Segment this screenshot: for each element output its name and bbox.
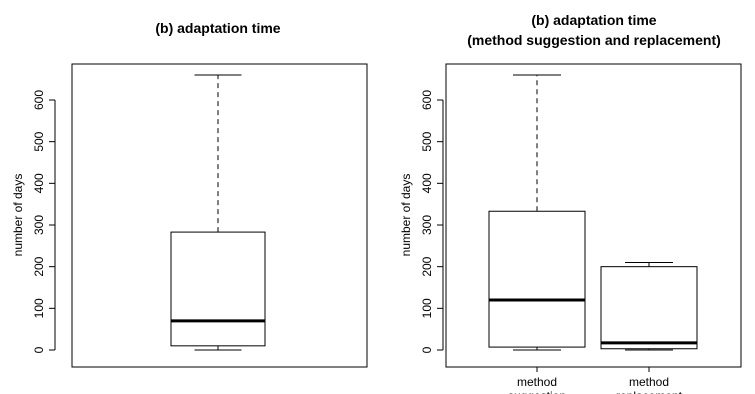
chart-2-x-tick-label: methodreplacement <box>616 375 683 394</box>
chart-1-title: (b) adaptation time <box>155 20 280 36</box>
chart-1-plot-frame <box>71 63 368 368</box>
chart-2-y-axis: 0 100 200 300 400 500 600 <box>420 90 444 353</box>
chart-1-y-tick-label: 300 <box>32 215 46 235</box>
chart-1-y-tick-label: 400 <box>32 173 46 193</box>
chart-1-box-1 <box>170 74 266 351</box>
chart-2-y-tick-label: 600 <box>420 90 434 110</box>
iqr-box <box>170 231 266 347</box>
chart-panel-1: (b) adaptation time number of days 0 100 2… <box>11 20 368 368</box>
chart-2-y-axis-label: number of days <box>399 174 413 257</box>
chart-2-y-tick-label: 400 <box>420 173 434 193</box>
chart-1-y-tick-label: 500 <box>32 131 46 151</box>
iqr-box <box>600 266 698 350</box>
chart-2-y-tick-label: 200 <box>420 256 434 276</box>
chart-2-title: (b) adaptation time <box>531 12 656 28</box>
chart-2-box-1 <box>488 74 586 351</box>
iqr-box <box>488 210 586 348</box>
chart-2-y-tick-label: 300 <box>420 215 434 235</box>
chart-2-subtitle: (method suggestion and replacement) <box>467 32 721 48</box>
chart-2-box-2 <box>600 262 698 351</box>
chart-1-y-axis-label: number of days <box>11 174 25 257</box>
chart-2-y-tick-label: 100 <box>420 298 434 318</box>
chart-1-y-tick-label: 600 <box>32 90 46 110</box>
chart-1-y-tick-label: 200 <box>32 256 46 276</box>
chart-1-y-axis: 0 100 200 300 400 500 600 <box>32 90 56 353</box>
chart-2-y-tick-label: 0 <box>420 346 434 353</box>
chart-1-y-tick-label: 100 <box>32 298 46 318</box>
chart-2-y-tick-label: 500 <box>420 131 434 151</box>
chart-2-boxes <box>488 74 698 351</box>
chart-1-y-tick-label: 0 <box>32 346 46 353</box>
chart-panel-2: (b) adaptation time (method suggestion a… <box>399 12 742 394</box>
chart-1-boxes <box>170 74 266 351</box>
